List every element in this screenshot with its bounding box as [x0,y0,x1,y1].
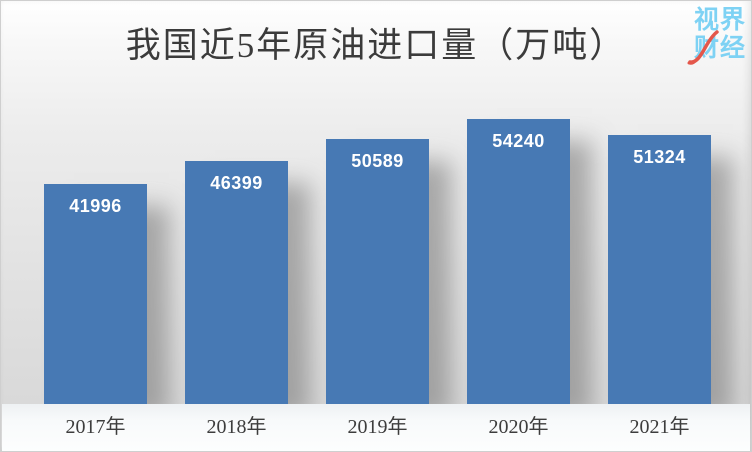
logo-line-2: 财经 [693,34,746,62]
bar-value-label: 51324 [633,147,686,167]
bar-value-label: 46399 [210,173,263,193]
bar-value-label: 41996 [69,196,122,216]
bar-2017年: 41996 [44,184,147,404]
x-axis-label-2020年: 2020年 [488,416,549,438]
bar-value-label: 50589 [351,151,404,171]
bar-2021年: 51324 [608,135,711,404]
bar-value-label: 54240 [492,131,545,151]
logo-line-1: 视界 [693,6,746,34]
x-axis-label-2018年: 2018年 [206,416,267,438]
chart-baseline-floor [2,404,750,451]
bar-2018年: 46399 [185,161,288,404]
x-axis-label-2021年: 2021年 [629,416,690,438]
chart-title: 我国近5年原油进口量（万吨） [125,26,627,65]
bar-2019年: 50589 [326,139,429,404]
siteview-finance-logo: 视界 财经 [687,6,749,65]
x-axis-label-2019年: 2019年 [347,416,408,438]
bar-2020年: 54240 [467,119,570,404]
x-axis-label-2017年: 2017年 [65,416,126,438]
